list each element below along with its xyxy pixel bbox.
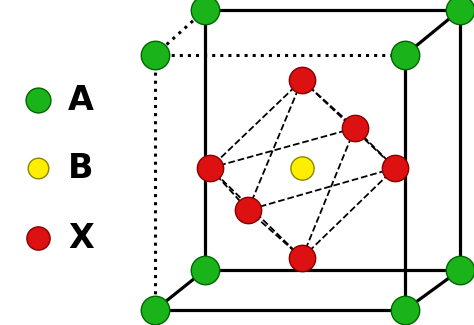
Text: X: X <box>68 222 94 254</box>
Point <box>456 267 464 273</box>
Text: A: A <box>68 84 94 116</box>
Point <box>391 165 399 171</box>
Text: B: B <box>68 151 93 185</box>
Point <box>34 165 42 171</box>
Point <box>151 307 159 313</box>
Point <box>206 165 214 171</box>
Point <box>34 235 42 240</box>
Point <box>298 165 306 171</box>
Point <box>298 255 306 261</box>
Point <box>201 267 209 273</box>
Point <box>401 307 409 313</box>
Point <box>244 207 252 213</box>
Point <box>456 7 464 13</box>
Point <box>201 7 209 13</box>
Point <box>34 98 42 103</box>
Point <box>401 52 409 58</box>
Point <box>298 77 306 83</box>
Point <box>151 52 159 58</box>
Point <box>351 125 359 131</box>
